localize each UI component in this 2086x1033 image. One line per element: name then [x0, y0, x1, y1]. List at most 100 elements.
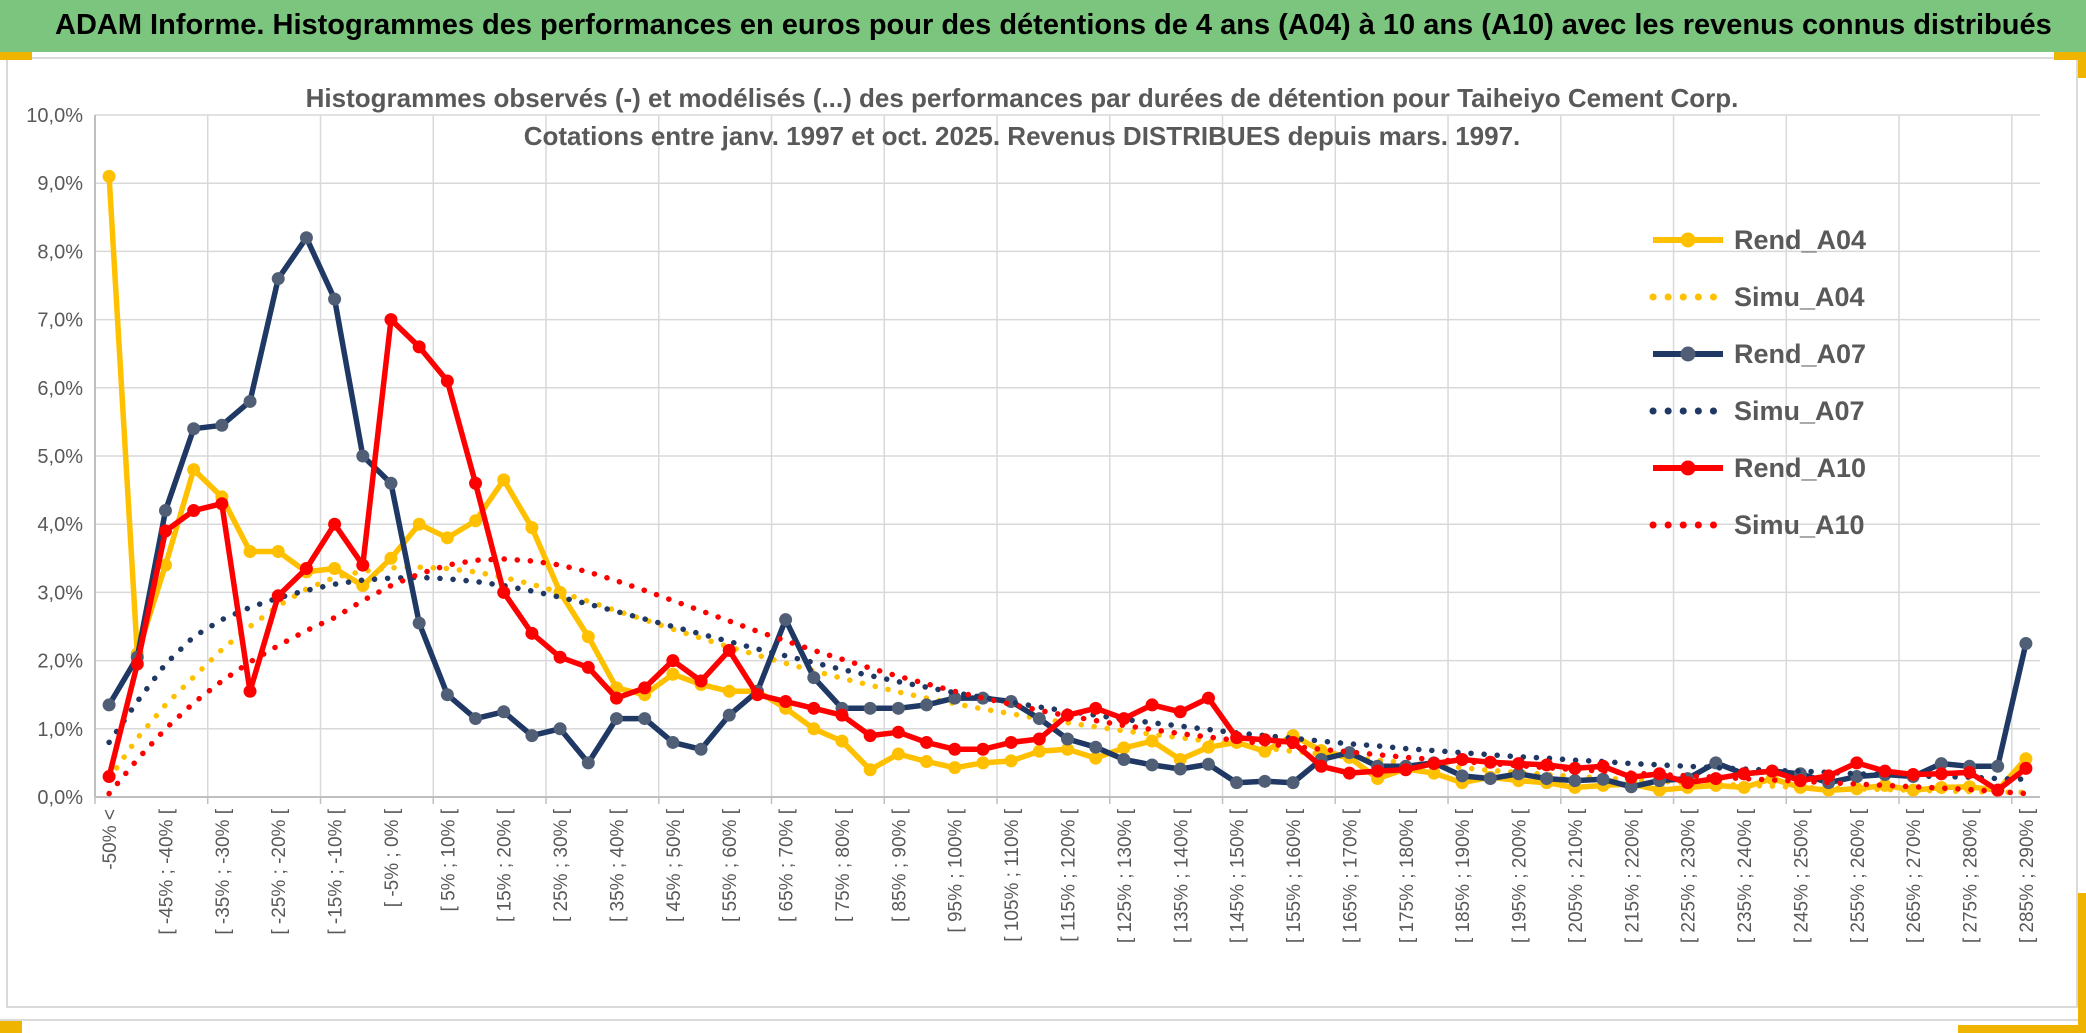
x-tick-label: [ 15% ; 20% [ [495, 808, 516, 922]
x-tick-label: [ 55% ; 60% [ [720, 808, 741, 922]
marker-Rend_A07 [412, 616, 426, 630]
marker-Rend_A07 [1850, 770, 1864, 784]
x-tick-label: [ 265% ; 270% [ [1904, 808, 1925, 943]
marker-Rend_A07 [440, 688, 454, 702]
chart-panel: Histogrammes observés (-) et modélisés (… [6, 57, 2078, 1008]
marker-Rend_A04 [581, 630, 595, 644]
marker-Rend_A07 [948, 691, 962, 705]
marker-Rend_A10 [1850, 756, 1864, 770]
x-tick-label: [ 165% ; 170% [ [1340, 808, 1361, 943]
marker-Rend_A04 [666, 667, 680, 681]
marker-Rend_A07 [243, 394, 257, 408]
x-tick-label: [ 205% ; 210% [ [1566, 808, 1587, 943]
x-tick-label: [ -45% ; -40% [ [156, 808, 177, 934]
marker-Rend_A10 [1624, 770, 1638, 784]
marker-Rend_A07 [694, 742, 708, 756]
gold-accent-bottom-left [0, 1021, 22, 1033]
gold-accent-bottom-right [1958, 1025, 2086, 1033]
x-tick-label: [ 45% ; 50% [ [664, 808, 685, 922]
legend-label-Simu_A10: Simu_A10 [1734, 510, 1865, 540]
marker-Rend_A07 [1286, 776, 1300, 790]
series-Simu_A10 [106, 556, 2029, 797]
legend-label-Rend_A10: Rend_A10 [1734, 453, 1866, 483]
marker-Rend_A04 [1004, 754, 1018, 768]
x-tick-label: [ 185% ; 190% [ [1453, 808, 1474, 943]
marker-Rend_A04 [807, 722, 821, 736]
x-tick-label: [ 145% ; 150% [ [1228, 808, 1249, 943]
x-tick-label: [ 245% ; 250% [ [1791, 808, 1812, 943]
marker-Rend_A04 [187, 463, 201, 477]
y-tick-label: 3,0% [37, 582, 83, 604]
marker-Rend_A10 [356, 558, 370, 572]
marker-Rend_A07 [497, 705, 511, 719]
x-tick-label: [ 215% ; 220% [ [1622, 808, 1643, 943]
marker-Rend_A04 [948, 761, 962, 775]
x-tick-label: -50% < [100, 809, 121, 870]
marker-Rend_A10 [1089, 701, 1103, 715]
marker-Rend_A10 [1709, 772, 1723, 786]
marker-Rend_A10 [638, 681, 652, 695]
marker-Rend_A10 [1878, 764, 1892, 778]
marker-Rend_A07 [1483, 772, 1497, 786]
x-tick-label: [ 65% ; 70% [ [777, 808, 798, 922]
marker-Rend_A10 [1004, 735, 1018, 749]
marker-Rend_A07 [1032, 712, 1046, 726]
x-tick-label: [ 25% ; 30% [ [551, 808, 572, 922]
y-tick-label: 5,0% [37, 446, 83, 468]
legend-label-Rend_A04: Rend_A04 [1734, 225, 1866, 255]
marker-Rend_A04 [1173, 752, 1187, 766]
marker-Rend_A10 [384, 313, 398, 327]
marker-Rend_A10 [2019, 761, 2033, 775]
x-tick-label: [ 125% ; 130% [ [1115, 808, 1136, 943]
gold-accent-right-edge [2078, 893, 2086, 1033]
y-tick-label: 2,0% [37, 651, 83, 673]
x-tick-label: [ 235% ; 240% [ [1735, 808, 1756, 943]
y-tick-label: 9,0% [37, 173, 83, 195]
marker-Rend_A10 [1032, 732, 1046, 746]
marker-Rend_A10 [1399, 763, 1413, 777]
marker-Rend_A07 [666, 735, 680, 749]
y-tick-label: 4,0% [37, 514, 83, 536]
marker-Rend_A10 [1342, 766, 1356, 780]
marker-Rend_A04 [1089, 751, 1103, 765]
marker-Rend_A04 [469, 514, 483, 528]
marker-Rend_A07 [356, 449, 370, 463]
legend-label-Simu_A07: Simu_A07 [1734, 396, 1865, 426]
marker-Rend_A10 [1963, 765, 1977, 779]
x-tick-label: [ 105% ; 110% [ [1002, 808, 1023, 941]
marker-Rend_A07 [1173, 762, 1187, 776]
marker-Rend_A07 [215, 418, 229, 432]
marker-Rend_A07 [722, 708, 736, 722]
performance-histogram-chart: 0,0% 1,0% 2,0% 3,0% 4,0% 5,0% 6,0% 7,0% 8,0% 9,0%… [26, 105, 2040, 943]
marker-Rend_A04 [863, 763, 877, 777]
marker-Rend_A04 [525, 521, 539, 535]
marker-Rend_A07 [779, 613, 793, 627]
marker-Rend_A07 [328, 292, 342, 306]
marker-Rend_A07 [2019, 637, 2033, 651]
marker-Rend_A10 [722, 643, 736, 657]
x-tick-label: [ 155% ; 160% [ [1284, 808, 1305, 943]
x-tick-label: [ -25% ; -20% [ [269, 808, 290, 934]
marker-Rend_A04 [1061, 742, 1074, 756]
marker-Rend_A07 [299, 231, 313, 245]
marker-Rend_A10 [863, 729, 877, 743]
legend-marker-Rend_A10 [1680, 460, 1696, 476]
marker-Rend_A07 [1596, 772, 1610, 786]
gold-accent-top-right-edge [2078, 52, 2086, 78]
marker-Rend_A10 [1201, 691, 1215, 705]
marker-Rend_A07 [1230, 776, 1244, 790]
marker-Rend_A04 [328, 562, 342, 576]
marker-Rend_A10 [609, 691, 623, 705]
marker-Rend_A10 [891, 725, 905, 739]
x-tick-label: [ 195% ; 200% [ [1510, 808, 1531, 943]
x-tick-label: [ 135% ; 140% [ [1171, 808, 1192, 943]
marker-Rend_A04 [722, 684, 736, 698]
marker-Rend_A07 [1061, 732, 1074, 746]
marker-Rend_A10 [1145, 698, 1159, 712]
marker-Rend_A04 [384, 551, 398, 565]
legend: Rend_A04 Simu_A04 Rend_A07 Simu_A07 Rend_A10… [1649, 225, 1866, 540]
marker-Rend_A10 [158, 524, 172, 538]
marker-Rend_A04 [1117, 741, 1131, 755]
marker-Rend_A07 [1512, 767, 1526, 781]
marker-Rend_A07 [553, 722, 567, 736]
